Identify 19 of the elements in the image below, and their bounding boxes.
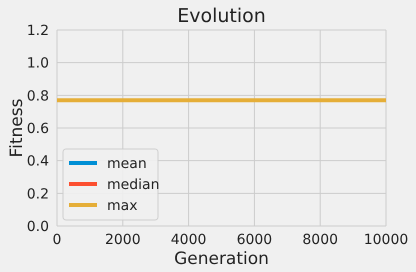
x-tick-label: 8000 (302, 232, 338, 248)
y-tick-label: 0.4 (26, 154, 50, 170)
x-tick-label: 6000 (236, 232, 272, 248)
y-tick-label: 0.2 (26, 186, 49, 202)
y-tick-label: 0.8 (26, 88, 49, 104)
y-tick-label: 1.2 (26, 23, 49, 39)
y-tick-label: 0.6 (26, 121, 50, 137)
x-axis-title: Generation (174, 249, 269, 269)
x-tick-label: 10000 (364, 232, 408, 248)
legend-label: mean (107, 156, 147, 172)
y-axis-title: Fitness (7, 98, 27, 158)
x-tick-label: 0 (52, 232, 62, 248)
legend-label: max (107, 198, 138, 214)
chart-title: Evolution (177, 5, 266, 27)
y-tick-label: 0.0 (26, 219, 49, 235)
x-tick-label: 4000 (170, 232, 206, 248)
x-tick-label: 2000 (104, 232, 141, 248)
legend-label: median (107, 177, 160, 193)
y-tick-label: 1.0 (26, 56, 49, 72)
